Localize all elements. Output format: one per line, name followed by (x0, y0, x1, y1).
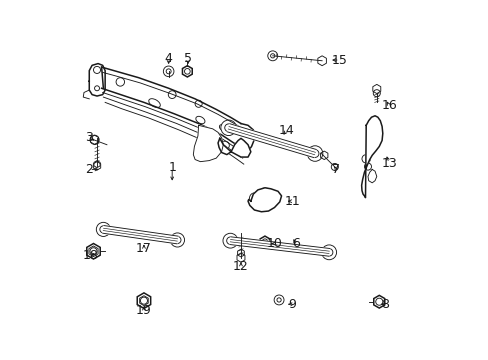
Text: 2: 2 (85, 163, 93, 176)
Polygon shape (86, 243, 100, 259)
Polygon shape (361, 116, 382, 198)
Polygon shape (218, 138, 250, 157)
Text: 5: 5 (183, 52, 192, 65)
Ellipse shape (170, 233, 184, 247)
Text: 19: 19 (136, 304, 151, 317)
Ellipse shape (259, 188, 270, 198)
Ellipse shape (325, 249, 332, 256)
Ellipse shape (96, 222, 110, 237)
Ellipse shape (226, 237, 234, 244)
Text: 16: 16 (381, 99, 396, 112)
Polygon shape (241, 123, 255, 164)
Polygon shape (260, 236, 269, 247)
Ellipse shape (174, 237, 181, 243)
Ellipse shape (306, 146, 322, 161)
Ellipse shape (249, 193, 260, 204)
Text: 15: 15 (331, 54, 347, 67)
Ellipse shape (270, 195, 276, 201)
Ellipse shape (267, 193, 279, 204)
Polygon shape (373, 295, 384, 308)
Text: 13: 13 (381, 157, 396, 170)
Ellipse shape (223, 233, 237, 248)
Text: 7: 7 (331, 163, 340, 176)
Polygon shape (247, 188, 281, 212)
Text: 10: 10 (266, 237, 282, 250)
Text: 8: 8 (381, 298, 389, 311)
Polygon shape (83, 90, 89, 99)
Polygon shape (182, 66, 192, 77)
Text: 18: 18 (83, 249, 99, 262)
Ellipse shape (262, 190, 267, 196)
Text: 17: 17 (136, 242, 152, 255)
Text: 11: 11 (284, 195, 300, 208)
Polygon shape (137, 293, 150, 309)
Polygon shape (227, 124, 316, 158)
Text: 6: 6 (291, 237, 299, 250)
Text: 14: 14 (278, 124, 294, 137)
Text: 3: 3 (85, 131, 93, 144)
Ellipse shape (252, 195, 257, 201)
Ellipse shape (100, 226, 107, 233)
Polygon shape (89, 64, 105, 96)
Ellipse shape (224, 124, 232, 132)
Text: 12: 12 (233, 260, 248, 273)
Polygon shape (193, 125, 223, 162)
Text: 9: 9 (287, 298, 295, 311)
Ellipse shape (310, 150, 318, 157)
Text: 4: 4 (164, 52, 172, 65)
Polygon shape (367, 170, 376, 183)
Text: 1: 1 (168, 161, 176, 174)
Ellipse shape (321, 245, 336, 260)
Ellipse shape (221, 120, 236, 136)
Polygon shape (102, 226, 178, 244)
Polygon shape (229, 237, 329, 256)
